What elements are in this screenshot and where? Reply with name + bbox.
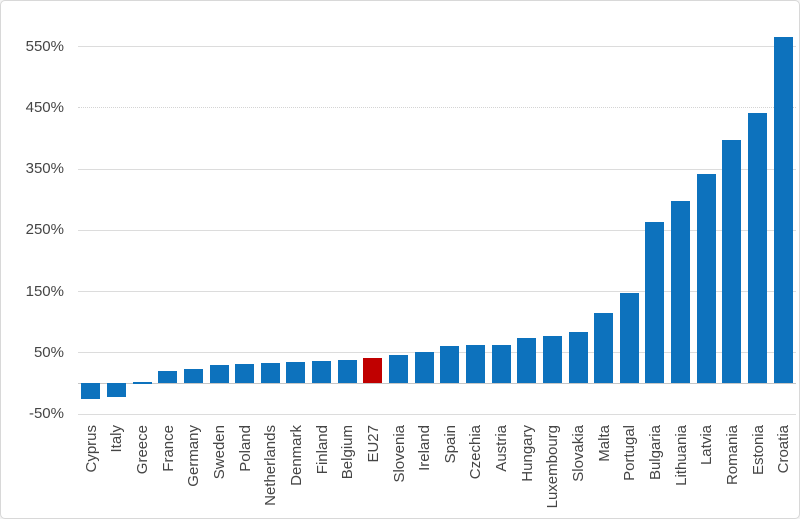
y-axis-tick-label: 350% bbox=[25, 160, 64, 178]
x-axis-tick-label: Hungary bbox=[519, 425, 536, 482]
bar-poland bbox=[235, 363, 254, 384]
x-axis-tick-label: Netherlands bbox=[262, 425, 279, 506]
x-axis-tick-label: Denmark bbox=[288, 425, 305, 486]
bar-romania bbox=[722, 140, 741, 384]
x-axis-tick-label: Czechia bbox=[467, 425, 484, 480]
gridline-50 bbox=[78, 352, 796, 354]
bar-sweden bbox=[210, 365, 229, 384]
gridline-250 bbox=[78, 229, 796, 231]
x-axis-tick-label: Ireland bbox=[416, 425, 433, 471]
y-axis-tick-label: 550% bbox=[25, 37, 64, 55]
x-axis-tick-label: Latvia bbox=[698, 425, 715, 466]
bar-germany bbox=[184, 369, 203, 384]
y-axis-tick-label: 50% bbox=[33, 343, 64, 361]
bar-bulgaria bbox=[645, 222, 664, 384]
y-axis-tick-label: 450% bbox=[25, 98, 64, 116]
gridline-450 bbox=[78, 107, 796, 109]
bar-czechia bbox=[466, 345, 485, 384]
bar-belgium bbox=[338, 360, 357, 384]
y-axis-tick-label: -50% bbox=[28, 405, 64, 422]
bar-latvia bbox=[697, 173, 716, 384]
x-axis-tick-label: Greece bbox=[134, 425, 151, 475]
x-axis-tick-label: Portugal bbox=[621, 425, 638, 481]
bar-cyprus bbox=[81, 383, 100, 400]
x-axis-tick-label: Cyprus bbox=[83, 425, 100, 473]
x-axis-tick-label: Austria bbox=[493, 425, 510, 472]
bar-spain bbox=[440, 346, 459, 384]
gridline-350 bbox=[78, 168, 796, 170]
bar-hungary bbox=[517, 338, 536, 384]
x-axis-tick-label: Malta bbox=[596, 425, 613, 462]
x-axis-tick-label: Luxembourg bbox=[544, 425, 561, 509]
x-axis-tick-label: Poland bbox=[237, 425, 254, 472]
x-axis-tick-label: Croatia bbox=[775, 425, 792, 474]
bar-lithuania bbox=[671, 200, 690, 384]
bar-croatia bbox=[774, 37, 793, 384]
bar-portugal bbox=[620, 292, 639, 384]
gridline-150 bbox=[78, 291, 796, 293]
bar-netherlands bbox=[261, 363, 280, 384]
bar-austria bbox=[492, 345, 511, 384]
bar-ireland bbox=[415, 351, 434, 384]
x-axis-tick-label: Spain bbox=[442, 425, 459, 464]
x-axis-tick-label: Estonia bbox=[750, 425, 767, 476]
bar-estonia bbox=[748, 113, 767, 384]
bar-france bbox=[158, 370, 177, 384]
gridline--50 bbox=[78, 413, 796, 415]
bar-slovakia bbox=[569, 331, 588, 384]
bar-greece bbox=[133, 381, 152, 384]
bar-luxembourg bbox=[543, 335, 562, 384]
x-axis-tick-label: Germany bbox=[185, 425, 202, 487]
y-axis-tick-label: 250% bbox=[25, 221, 64, 239]
y-axis-tick-label: 150% bbox=[25, 282, 64, 300]
x-axis-tick-label: Slovenia bbox=[391, 425, 408, 483]
x-axis-tick-label: EU27 bbox=[365, 425, 382, 463]
x-axis-tick-label: Lithuania bbox=[673, 425, 690, 486]
x-axis-tick-label: Finland bbox=[314, 425, 331, 475]
x-axis-tick-label: Italy bbox=[108, 425, 125, 453]
bar-malta bbox=[594, 312, 613, 384]
x-axis-tick-label: Slovakia bbox=[570, 425, 587, 482]
bar-finland bbox=[312, 361, 331, 384]
x-axis-tick-label: France bbox=[160, 425, 177, 472]
bar-denmark bbox=[286, 361, 305, 384]
bar-italy bbox=[107, 383, 126, 398]
x-axis-tick-label: Belgium bbox=[339, 425, 356, 480]
x-axis-tick-label: Romania bbox=[724, 425, 741, 486]
x-axis-tick-label: Bulgaria bbox=[647, 425, 664, 481]
x-axis-line bbox=[78, 382, 796, 384]
bar-eu27 bbox=[363, 358, 382, 384]
x-axis-tick-label: Sweden bbox=[211, 425, 228, 480]
bar-slovenia bbox=[389, 354, 408, 384]
gridline-550 bbox=[78, 46, 796, 48]
